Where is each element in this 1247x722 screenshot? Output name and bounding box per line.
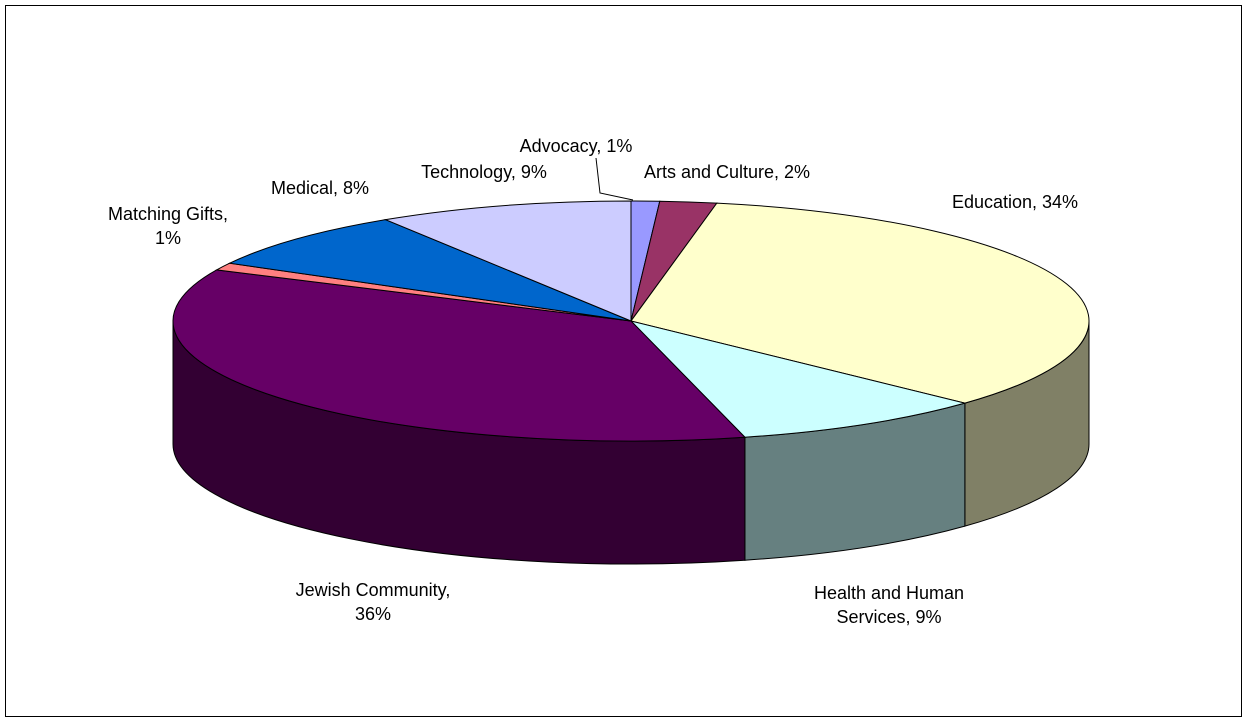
data-label-arts-and-culture: Arts and Culture, 2% [644,162,810,182]
slice-education [630,202,1090,404]
data-label-jewish-community: Jewish Community, 36% [296,580,451,624]
data-label-line: 36% [355,604,391,624]
data-label-line: Medical, 8% [271,178,369,198]
data-label-line: Matching Gifts, [108,204,228,224]
slice-health-and-human-services [629,320,967,438]
data-label-technology: Technology, 9% [421,162,547,182]
data-label-line: Health and Human [814,583,964,603]
data-label-line: Services, 9% [836,607,941,627]
data-label-health-and-human-services: Health and Human Services, 9% [814,583,964,627]
slice-technology [383,200,632,322]
data-label-line: Education, 34% [952,192,1078,212]
data-label-medical: Medical, 8% [271,178,369,198]
data-label-line: Advocacy, 1% [520,136,633,156]
data-label-line: 1% [155,228,181,248]
leader-line-advocacy [595,157,634,201]
slice-medical [227,219,632,322]
slice-jewish-community [172,269,747,442]
data-label-line: Jewish Community, [296,580,451,600]
data-label-education: Education, 34% [952,192,1078,212]
data-label-advocacy: Advocacy, 1% [520,136,633,156]
data-label-line: Technology, 9% [421,162,547,182]
data-label-line: Arts and Culture, 2% [644,162,810,182]
data-label-matching-gifts: Matching Gifts, 1% [108,204,228,248]
